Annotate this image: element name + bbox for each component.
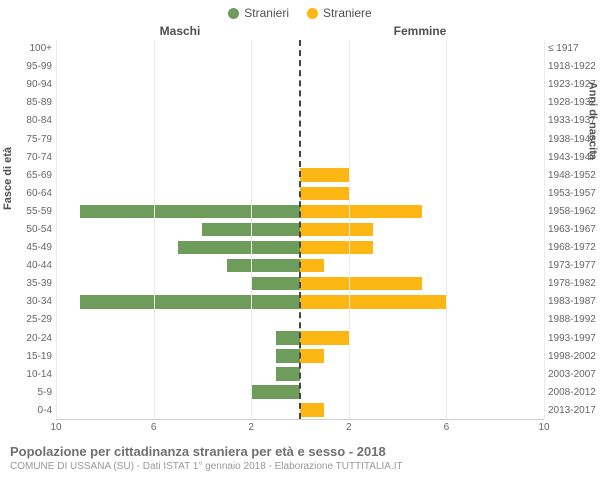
x-tick: 6 xyxy=(151,422,157,433)
birth-tick: 1928-1932 xyxy=(548,94,596,112)
age-tick: 70-74 xyxy=(26,149,52,167)
birth-tick: 1948-1952 xyxy=(548,167,596,185)
birth-tick: 2008-2012 xyxy=(548,384,596,402)
bar-male xyxy=(251,277,300,291)
gridline xyxy=(251,40,252,419)
plot xyxy=(56,40,544,420)
legend-item-female: Straniere xyxy=(307,6,372,20)
birth-tick: 1933-1937 xyxy=(548,112,596,130)
gridline xyxy=(349,40,350,419)
age-tick: 0-4 xyxy=(38,402,52,420)
age-tick: 30-34 xyxy=(26,293,52,311)
age-tick: 45-49 xyxy=(26,239,52,257)
bar-female xyxy=(300,223,373,237)
gridline xyxy=(446,40,447,419)
gridline xyxy=(544,40,545,419)
bar-female xyxy=(300,259,324,273)
x-tick: 2 xyxy=(346,422,352,433)
bar-male xyxy=(251,385,300,399)
birth-tick: 1963-1967 xyxy=(548,221,596,239)
y-axis-right: ≤ 19171918-19221923-19271928-19321933-19… xyxy=(544,40,600,420)
bar-female xyxy=(300,349,324,363)
birth-tick: 1973-1977 xyxy=(548,257,596,275)
birth-tick: 1943-1947 xyxy=(548,149,596,167)
bar-male xyxy=(276,349,300,363)
birth-tick: 1958-1962 xyxy=(548,203,596,221)
bar-female xyxy=(300,205,422,219)
footer-title: Popolazione per cittadinanza straniera p… xyxy=(10,444,590,459)
age-tick: 80-84 xyxy=(26,112,52,130)
age-tick: 35-39 xyxy=(26,275,52,293)
legend: Stranieri Straniere xyxy=(0,0,600,20)
female-swatch xyxy=(307,8,318,19)
birth-tick: 2013-2017 xyxy=(548,402,596,420)
age-tick: 10-14 xyxy=(26,366,52,384)
bar-male xyxy=(276,331,300,345)
age-tick: 55-59 xyxy=(26,203,52,221)
legend-item-male: Stranieri xyxy=(228,6,289,20)
bar-female xyxy=(300,331,349,345)
header-female: Femmine xyxy=(300,24,600,38)
age-tick: 90-94 xyxy=(26,76,52,94)
x-tick: 10 xyxy=(538,422,549,433)
age-tick: 40-44 xyxy=(26,257,52,275)
column-headers: Maschi Femmine xyxy=(0,24,600,38)
legend-label-male: Stranieri xyxy=(244,6,289,20)
birth-tick: 1938-1942 xyxy=(548,130,596,148)
age-tick: 65-69 xyxy=(26,167,52,185)
footer-subtitle: COMUNE DI USSANA (SU) - Dati ISTAT 1° ge… xyxy=(10,461,590,472)
age-tick: 75-79 xyxy=(26,130,52,148)
bar-female xyxy=(300,168,349,182)
y-axis-left: 100+95-9990-9485-8980-8475-7970-7465-696… xyxy=(0,40,56,420)
birth-tick: 1953-1957 xyxy=(548,185,596,203)
bar-female xyxy=(300,403,324,417)
age-tick: 15-19 xyxy=(26,348,52,366)
bar-male xyxy=(178,241,300,255)
birth-tick: 1923-1927 xyxy=(548,76,596,94)
bar-male xyxy=(80,205,300,219)
birth-tick: 2003-2007 xyxy=(548,366,596,384)
birth-tick: 1998-2002 xyxy=(548,348,596,366)
birth-tick: 1983-1987 xyxy=(548,293,596,311)
bar-female xyxy=(300,241,373,255)
bar-male xyxy=(227,259,300,273)
header-male: Maschi xyxy=(0,24,300,38)
gridline xyxy=(154,40,155,419)
x-axis: 10622610 xyxy=(56,420,544,436)
x-tick: 10 xyxy=(50,422,61,433)
gridline xyxy=(56,40,57,419)
birth-tick: 1918-1922 xyxy=(548,58,596,76)
legend-label-female: Straniere xyxy=(323,6,372,20)
footer: Popolazione per cittadinanza straniera p… xyxy=(0,436,600,472)
birth-tick: 1993-1997 xyxy=(548,330,596,348)
bar-male xyxy=(276,367,300,381)
bar-female xyxy=(300,187,349,201)
bar-female xyxy=(300,277,422,291)
birth-tick: 1988-1992 xyxy=(548,311,596,329)
age-tick: 5-9 xyxy=(38,384,52,402)
age-tick: 50-54 xyxy=(26,221,52,239)
x-tick: 6 xyxy=(444,422,450,433)
age-tick: 100+ xyxy=(29,40,52,58)
birth-tick: 1968-1972 xyxy=(548,239,596,257)
male-swatch xyxy=(228,8,239,19)
age-tick: 95-99 xyxy=(26,58,52,76)
x-tick: 2 xyxy=(248,422,254,433)
bar-male xyxy=(80,295,300,309)
chart-area: 100+95-9990-9485-8980-8475-7970-7465-696… xyxy=(0,40,600,420)
birth-tick: 1978-1982 xyxy=(548,275,596,293)
center-divider xyxy=(299,40,301,419)
age-tick: 20-24 xyxy=(26,330,52,348)
birth-tick: ≤ 1917 xyxy=(548,40,579,58)
age-tick: 85-89 xyxy=(26,94,52,112)
age-tick: 60-64 xyxy=(26,185,52,203)
age-tick: 25-29 xyxy=(26,311,52,329)
bar-female xyxy=(300,295,446,309)
